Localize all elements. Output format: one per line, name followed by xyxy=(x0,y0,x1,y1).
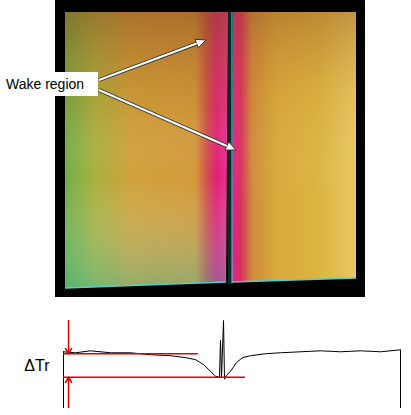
svg-text:ΔTr: ΔTr xyxy=(24,357,50,374)
svg-text:Wake region: Wake region xyxy=(6,76,84,92)
